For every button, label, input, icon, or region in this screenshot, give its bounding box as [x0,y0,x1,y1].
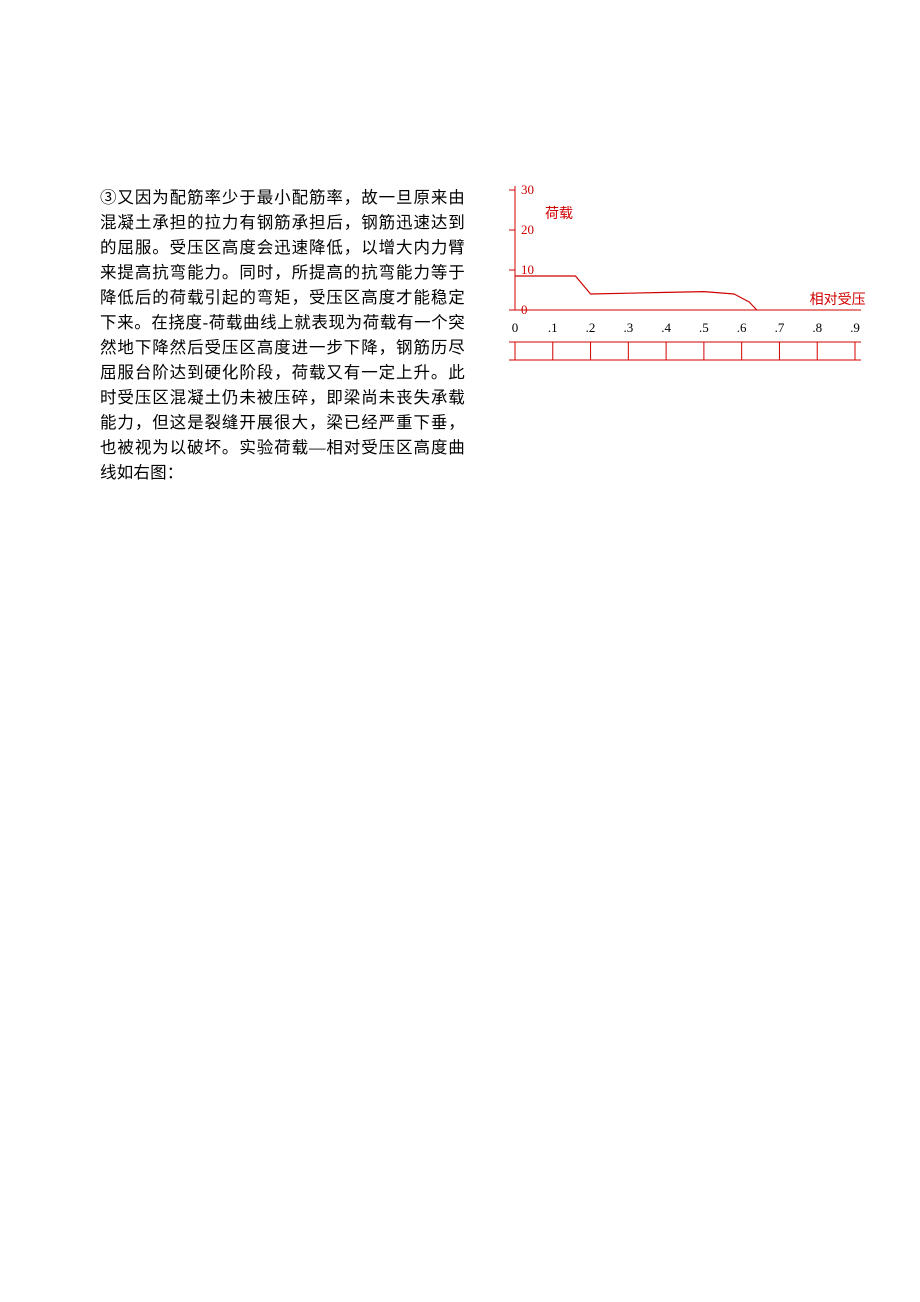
svg-text:0: 0 [512,320,519,335]
svg-text:相对受压区高度: 相对受压区高度 [810,291,865,308]
svg-text:.1: .1 [548,320,558,335]
svg-text:.3: .3 [623,320,633,335]
svg-text:30: 30 [521,182,534,197]
svg-text:.9: .9 [850,320,860,335]
svg-text:.5: .5 [699,320,709,335]
svg-text:20: 20 [521,222,534,237]
svg-text:.6: .6 [737,320,747,335]
svg-text:荷载: 荷载 [545,206,573,222]
svg-text:10: 10 [521,262,534,277]
page: ③又因为配筋率少于最小配筋率，故一旦原来由混凝土承担的拉力有钢筋承担后，钢筋迅速… [0,0,920,1302]
svg-text:.7: .7 [775,320,785,335]
chart-svg: 0102030荷载0.1.2.3.4.5.6.7.8.9相对受压区高度 [475,180,865,405]
svg-text:.8: .8 [812,320,822,335]
paragraph-text: ③又因为配筋率少于最小配筋率，故一旦原来由混凝土承担的拉力有钢筋承担后，钢筋迅速… [100,185,465,485]
load-vs-compression-height-chart: 0102030荷载0.1.2.3.4.5.6.7.8.9相对受压区高度 [475,180,865,405]
svg-text:.4: .4 [661,320,671,335]
svg-text:.2: .2 [586,320,596,335]
